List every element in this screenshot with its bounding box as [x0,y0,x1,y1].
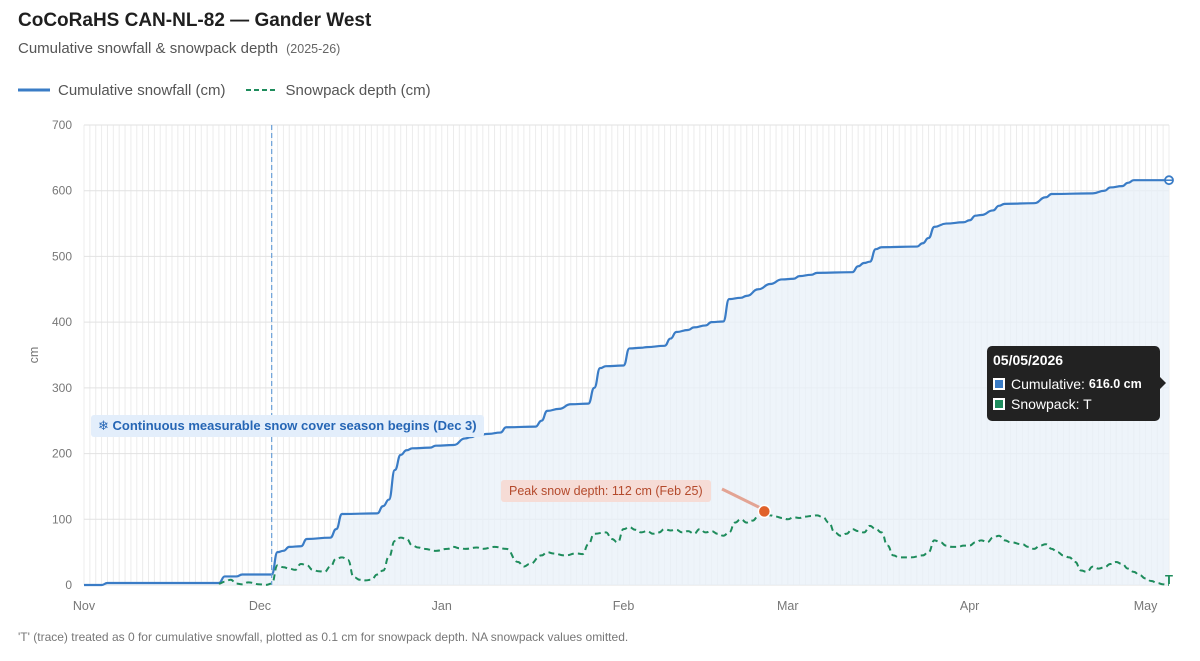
hover-tooltip: 05/05/2026 Cumulative: 616.0 cm Snowpack… [987,346,1166,421]
tooltip-snowpack-label: Snowpack: T [1011,396,1092,412]
y-tick-label: 200 [52,447,72,461]
legend-label-snowpack: Snowpack depth (cm) [285,81,431,99]
legend-item-cumulative[interactable]: Cumulative snowfall (cm) [18,82,226,99]
chart-footnote: 'T' (trace) treated as 0 for cumulative … [18,630,629,644]
y-tick-label: 500 [52,249,72,263]
x-tick-label: Nov [73,599,96,613]
peak-connector [721,487,760,509]
tooltip-swatch-cumulative [993,378,1005,390]
cumulative-area [84,180,1169,585]
season-start-annotation: ❄ Continuous measurable snow cover seaso… [91,415,484,437]
y-tick-label: 0 [65,578,72,592]
tooltip-cumulative-value: 616.0 cm [1088,377,1142,391]
legend-line-solid-icon [18,88,50,92]
snowpack-line [218,510,1170,586]
y-tick-label: 300 [52,381,72,395]
cumulative-line [84,179,1169,587]
y-tick-label: 100 [52,512,72,526]
trace-marker: T [1165,572,1173,587]
x-tick-label: Jan [432,599,452,613]
x-tick-label: Dec [249,599,271,613]
axes: 0 100 200 300 400 500 600 700 Nov Dec Jan Feb Mar Apr… [27,118,1158,613]
marks-layer: T [271,125,1174,587]
tooltip-cumulative-label: Cumulative: [1011,376,1085,392]
chart-legend: Cumulative snowfall (cm) Snowpack depth … [18,80,451,100]
legend-label-cumulative: Cumulative snowfall (cm) [58,81,226,99]
season-label: (2025-26) [286,42,341,56]
x-tick-label: Feb [613,599,635,613]
y-tick-label: 600 [52,184,72,198]
y-tick-label: 700 [52,118,72,132]
legend-item-snowpack[interactable]: Snowpack depth (cm) [245,81,431,99]
subtitle-text: Cumulative snowfall & snowpack depth [18,40,279,57]
y-tick-label: 400 [52,315,72,329]
series-layer [84,179,1170,587]
x-tick-label: May [1134,599,1158,613]
legend-line-dashed-icon [245,89,278,91]
tooltip-row-cumulative: Cumulative: 616.0 cm [993,374,1154,394]
tooltip-swatch-snowpack [993,398,1005,410]
chart-title: CoCoRaHS CAN-NL-82 — Gander West [18,10,372,31]
peak-marker [757,504,772,519]
peak-annotation: Peak snow depth: 112 cm (Feb 25) [501,480,711,502]
y-axis-title: cm [27,347,41,364]
chart-subtitle: Cumulative snowfall & snowpack depth (202… [18,40,340,57]
tooltip-date: 05/05/2026 [993,352,1064,368]
x-tick-label: Apr [960,599,979,613]
x-tick-label: Mar [777,599,799,613]
tooltip-row-snowpack: Snowpack: T [993,394,1154,414]
